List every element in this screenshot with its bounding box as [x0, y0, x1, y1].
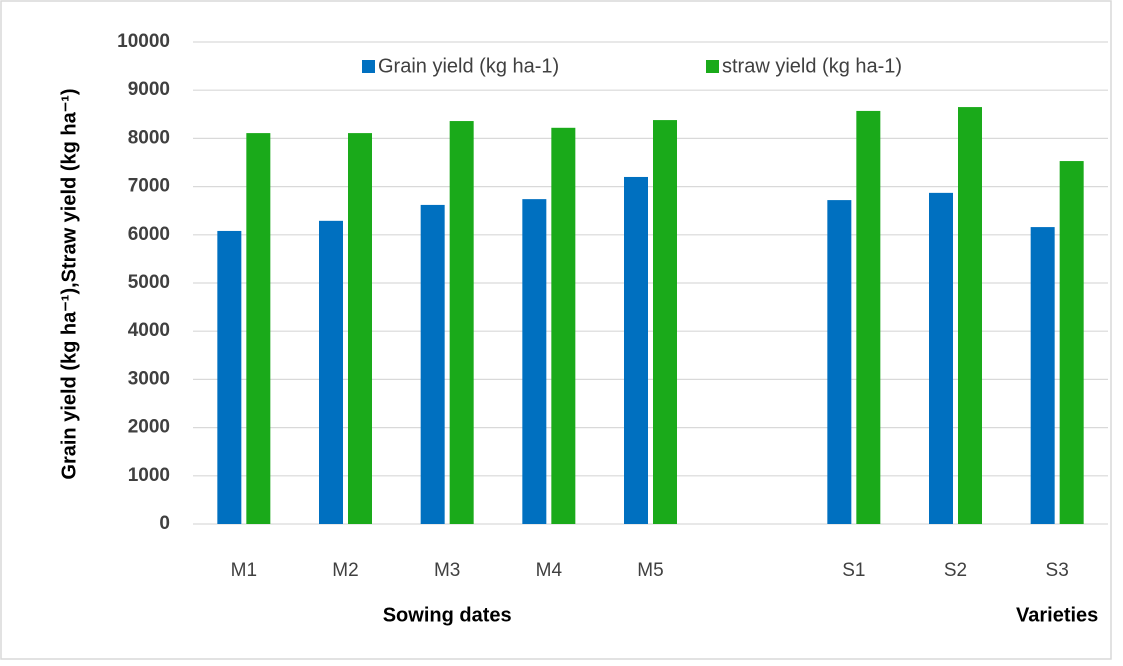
- bar: [319, 220, 343, 524]
- legend-swatch: [706, 60, 719, 73]
- y-tick-label: 3000: [128, 368, 170, 389]
- y-tick-label: 0: [159, 513, 170, 534]
- bar: [624, 176, 648, 524]
- bar: [1059, 161, 1084, 524]
- bar: [551, 127, 576, 525]
- y-tick-label: 7000: [128, 176, 170, 197]
- x-tick-label: M3: [434, 560, 460, 581]
- x-tick-label: S1: [842, 560, 865, 581]
- y-tick-label: 4000: [128, 320, 170, 341]
- bar: [348, 133, 372, 524]
- y-tick-label: 2000: [128, 417, 170, 438]
- y-tick-label: 9000: [128, 79, 170, 100]
- bar: [217, 230, 242, 524]
- y-tick-label: 6000: [128, 224, 170, 245]
- bar: [856, 110, 881, 525]
- x-tick-label: M5: [637, 560, 663, 581]
- y-tick-label: 1000: [128, 465, 170, 486]
- bar: [449, 121, 474, 524]
- bar: [420, 204, 445, 524]
- x-tick-label: M2: [332, 560, 358, 581]
- bar: [929, 192, 953, 524]
- legend-label: straw yield (kg ha-1): [722, 55, 902, 77]
- x-tick-label: S2: [944, 560, 967, 581]
- y-axis-title: Grain yield (kg ha⁻¹),Straw yield (kg ha…: [58, 88, 80, 479]
- x-tick-label: M1: [231, 560, 257, 581]
- bar: [522, 199, 547, 524]
- bar: [827, 200, 852, 524]
- y-tick-label: 10000: [117, 31, 170, 52]
- bar: [1030, 227, 1055, 524]
- x-group-label: Varieties: [1016, 604, 1098, 626]
- x-tick-label: M4: [536, 560, 563, 581]
- bar: [246, 133, 271, 524]
- bar: [958, 107, 982, 524]
- y-tick-label: 5000: [128, 272, 170, 293]
- y-tick-label: 8000: [128, 127, 170, 148]
- legend-label: Grain yield (kg ha-1): [378, 55, 559, 77]
- x-tick-label: S3: [1046, 560, 1069, 581]
- legend-swatch: [362, 60, 375, 73]
- bar: [653, 120, 677, 525]
- x-group-label: Sowing dates: [383, 604, 512, 626]
